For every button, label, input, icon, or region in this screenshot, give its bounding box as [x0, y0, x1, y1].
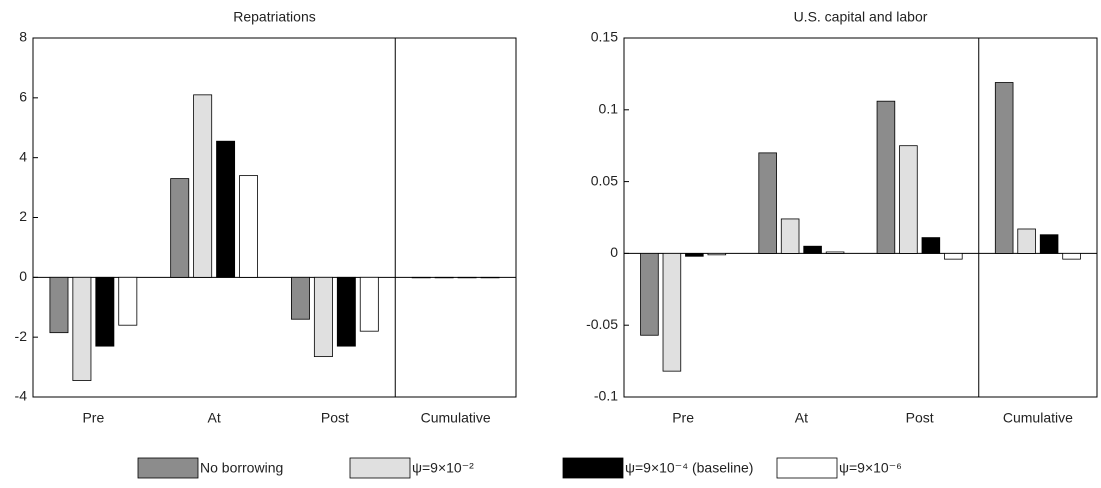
bar — [876, 100, 896, 254]
bar — [170, 178, 190, 278]
plot-frame — [623, 37, 1098, 398]
bar — [313, 276, 333, 358]
y-tick-label: -0.1 — [594, 388, 618, 404]
y-tick-label: 0.1 — [599, 101, 619, 117]
legend-label: ψ=9×10⁻² — [412, 460, 474, 476]
y-tick-label: -0.05 — [586, 316, 618, 332]
bar — [803, 245, 822, 254]
bar — [1062, 252, 1081, 260]
legend-label: No borrowing — [200, 460, 283, 476]
bar — [336, 276, 356, 347]
bar — [994, 82, 1014, 254]
bar — [434, 276, 454, 279]
bar — [49, 276, 69, 334]
y-tick-label: 2 — [19, 208, 27, 224]
y-tick-label: 0.05 — [591, 172, 618, 188]
bar — [411, 276, 431, 279]
legend-label: ψ=9×10⁻⁶ — [839, 460, 902, 476]
y-tick-label: 0 — [19, 268, 27, 284]
bar — [944, 252, 963, 260]
y-tick-label: 0 — [610, 244, 618, 260]
bar — [662, 252, 682, 372]
bar — [825, 251, 845, 254]
chart-title: Repatriations — [233, 9, 316, 25]
bar — [359, 276, 379, 332]
legend-swatch — [562, 457, 624, 479]
x-tick-label: Cumulative — [421, 410, 491, 426]
x-tick-label: Post — [321, 410, 349, 426]
bar — [921, 237, 941, 254]
bar — [95, 276, 115, 347]
x-tick-label: At — [208, 410, 221, 426]
chart-title: U.S. capital and labor — [794, 9, 928, 25]
y-tick-label: 6 — [19, 89, 27, 105]
bar — [118, 276, 138, 326]
bar — [685, 252, 704, 257]
bar — [1039, 234, 1059, 254]
legend-swatch — [776, 457, 838, 479]
legend-label: ψ=9×10⁻⁴ (baseline) — [625, 460, 753, 476]
bar — [72, 276, 92, 381]
x-tick-label: Pre — [672, 410, 694, 426]
legend-swatch — [349, 457, 411, 479]
y-tick-label: 4 — [19, 148, 27, 164]
y-tick-label: -2 — [15, 328, 28, 344]
bar — [780, 218, 800, 254]
bar — [480, 276, 500, 279]
bar — [239, 175, 258, 278]
y-tick-label: 0.15 — [591, 29, 618, 45]
bar — [457, 276, 477, 279]
bar — [899, 145, 918, 254]
bar — [758, 152, 777, 254]
bar — [291, 276, 310, 320]
bar — [640, 252, 659, 336]
bar — [216, 140, 236, 278]
bar — [1017, 228, 1036, 254]
x-tick-label: Pre — [82, 410, 104, 426]
x-tick-label: Post — [906, 410, 934, 426]
x-tick-label: At — [795, 410, 808, 426]
bar — [707, 252, 727, 256]
y-tick-label: -4 — [15, 388, 28, 404]
y-tick-label: 8 — [19, 29, 27, 45]
x-tick-label: Cumulative — [1003, 410, 1073, 426]
bar — [193, 94, 213, 278]
legend-swatch — [137, 457, 199, 479]
